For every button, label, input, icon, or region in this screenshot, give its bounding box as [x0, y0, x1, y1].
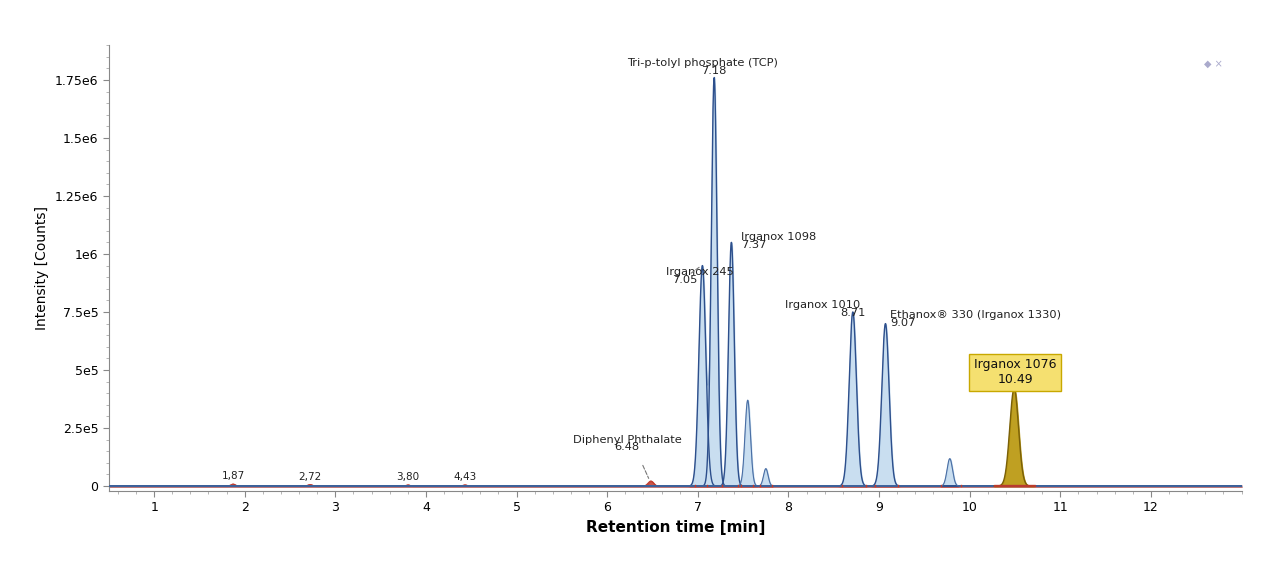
Text: 7.18: 7.18 — [701, 67, 727, 77]
Text: Irganox 1076
10.49: Irganox 1076 10.49 — [974, 358, 1056, 386]
Text: Irganox 1098: Irganox 1098 — [741, 232, 817, 243]
X-axis label: Retention time [min]: Retention time [min] — [585, 519, 765, 535]
Text: 7.37: 7.37 — [741, 240, 767, 250]
Text: Tri-p-tolyl phosphate (TCP): Tri-p-tolyl phosphate (TCP) — [627, 58, 778, 68]
Text: 2,72: 2,72 — [298, 472, 321, 482]
Text: 4,43: 4,43 — [453, 472, 476, 482]
Text: Irganox 245: Irganox 245 — [666, 267, 733, 277]
Text: Diphenyl Phthalate: Diphenyl Phthalate — [572, 435, 681, 446]
Text: 8.71: 8.71 — [840, 308, 865, 318]
Text: 7.05: 7.05 — [672, 275, 698, 285]
Text: 1,87: 1,87 — [221, 472, 244, 482]
Text: 6.48: 6.48 — [614, 442, 640, 452]
Text: ◆ ×: ◆ × — [1203, 59, 1222, 68]
Text: 3,80: 3,80 — [397, 472, 420, 482]
Y-axis label: Intensity [Counts]: Intensity [Counts] — [36, 206, 50, 330]
Text: Irganox 1010: Irganox 1010 — [786, 299, 860, 310]
Text: 9.07: 9.07 — [890, 318, 915, 328]
Text: Ethanox® 330 (Irganox 1330): Ethanox® 330 (Irganox 1330) — [890, 310, 1061, 320]
